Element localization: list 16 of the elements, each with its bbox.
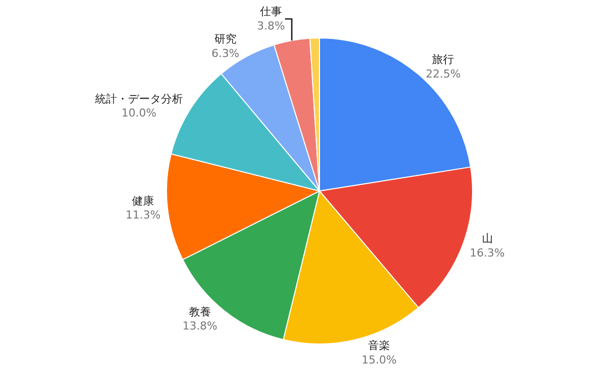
slice-label: 旅行 (432, 53, 454, 66)
slice-label: 仕事 (260, 5, 282, 18)
data-label: 15.0% (362, 353, 397, 366)
data-label: 16.3% (470, 246, 505, 260)
data-label: 6.3% (211, 46, 240, 60)
slice-label: 山 (482, 232, 493, 246)
data-label: 10.0% (122, 106, 156, 120)
data-label: 3.8% (256, 20, 285, 33)
slice-label: 健康 (132, 194, 154, 208)
slice-label: 教養 (188, 305, 211, 318)
data-label: 13.8% (182, 320, 218, 333)
slice-label: 音楽 (368, 339, 390, 352)
slice-label: 研究 (214, 32, 236, 46)
slice-label: 統計・データ分析 (94, 92, 183, 106)
data-label: 22.5% (426, 67, 461, 80)
data-label: 11.3% (126, 208, 161, 222)
